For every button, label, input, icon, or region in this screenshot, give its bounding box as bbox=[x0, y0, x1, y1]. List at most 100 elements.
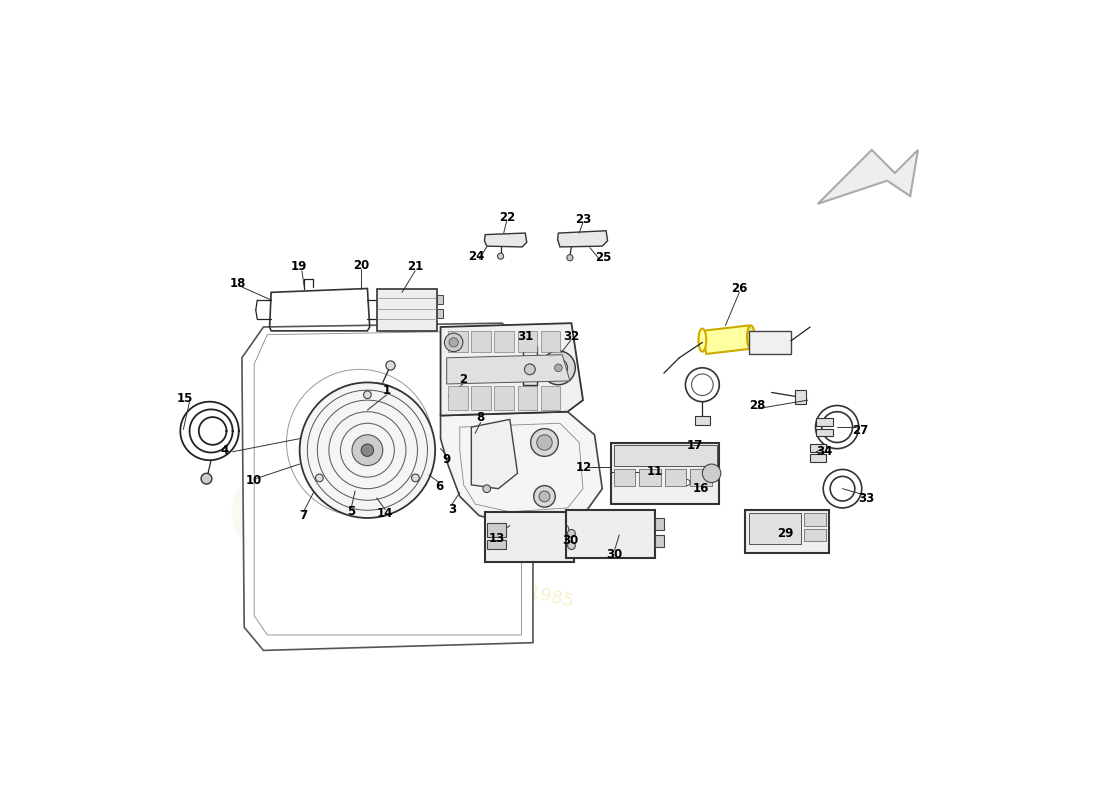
Text: 25: 25 bbox=[595, 251, 612, 264]
Text: 7: 7 bbox=[299, 509, 308, 522]
Text: 12: 12 bbox=[575, 461, 592, 474]
Text: 18: 18 bbox=[230, 277, 246, 290]
Circle shape bbox=[534, 486, 556, 507]
Circle shape bbox=[411, 474, 419, 482]
Text: 33: 33 bbox=[858, 492, 874, 506]
Text: 2: 2 bbox=[460, 373, 467, 386]
Bar bbox=[794, 390, 806, 404]
Text: 8: 8 bbox=[476, 411, 485, 424]
Circle shape bbox=[549, 358, 568, 377]
Polygon shape bbox=[447, 354, 570, 384]
Circle shape bbox=[444, 333, 463, 352]
Bar bbox=[486, 539, 506, 549]
Circle shape bbox=[363, 391, 372, 398]
Text: 19: 19 bbox=[290, 261, 307, 274]
Polygon shape bbox=[472, 419, 517, 489]
Polygon shape bbox=[242, 323, 534, 650]
Text: 11: 11 bbox=[647, 466, 662, 478]
Bar bbox=[437, 294, 443, 304]
Text: a passion for parts since 1985: a passion for parts since 1985 bbox=[306, 536, 575, 610]
Circle shape bbox=[530, 429, 559, 456]
Circle shape bbox=[201, 474, 212, 484]
Circle shape bbox=[299, 382, 436, 518]
Bar bbox=[614, 470, 636, 486]
Text: 22: 22 bbox=[498, 211, 515, 224]
Bar bbox=[654, 535, 664, 547]
Bar bbox=[695, 415, 711, 425]
Polygon shape bbox=[517, 386, 537, 410]
Bar bbox=[664, 470, 686, 486]
Bar bbox=[522, 346, 537, 385]
Text: 26: 26 bbox=[732, 282, 748, 295]
Polygon shape bbox=[558, 230, 607, 247]
Text: 9: 9 bbox=[442, 453, 451, 466]
Circle shape bbox=[566, 254, 573, 261]
Circle shape bbox=[497, 253, 504, 259]
Bar bbox=[749, 514, 801, 544]
Circle shape bbox=[541, 351, 575, 385]
Bar bbox=[690, 470, 712, 486]
Text: 20: 20 bbox=[353, 259, 370, 272]
Text: 24: 24 bbox=[469, 250, 485, 262]
Text: 27: 27 bbox=[852, 425, 868, 438]
Polygon shape bbox=[449, 331, 468, 353]
Text: 13: 13 bbox=[488, 532, 505, 546]
Text: 6: 6 bbox=[434, 480, 443, 493]
Text: 32: 32 bbox=[563, 330, 580, 342]
Bar bbox=[566, 510, 654, 558]
Circle shape bbox=[386, 361, 395, 370]
Bar bbox=[612, 442, 719, 504]
Text: 30: 30 bbox=[606, 548, 623, 561]
Text: 5: 5 bbox=[348, 506, 355, 518]
Circle shape bbox=[554, 364, 562, 372]
Bar bbox=[749, 331, 791, 354]
Circle shape bbox=[568, 530, 575, 538]
Text: 29: 29 bbox=[778, 527, 794, 540]
Text: 10: 10 bbox=[246, 474, 262, 487]
Text: 3: 3 bbox=[448, 503, 456, 516]
Polygon shape bbox=[678, 472, 696, 495]
Text: 17: 17 bbox=[686, 439, 703, 452]
Polygon shape bbox=[495, 386, 514, 410]
Text: 28: 28 bbox=[749, 399, 766, 412]
Circle shape bbox=[316, 474, 323, 482]
Text: 1: 1 bbox=[383, 384, 390, 397]
Text: 30: 30 bbox=[562, 534, 578, 546]
Ellipse shape bbox=[747, 326, 755, 349]
Bar bbox=[614, 445, 717, 466]
Bar bbox=[376, 289, 437, 331]
Bar bbox=[816, 418, 834, 426]
Polygon shape bbox=[541, 386, 560, 410]
Polygon shape bbox=[818, 150, 917, 204]
Circle shape bbox=[449, 338, 459, 347]
Text: 16: 16 bbox=[693, 482, 710, 495]
Bar bbox=[804, 529, 825, 541]
Text: 23: 23 bbox=[575, 213, 591, 226]
Circle shape bbox=[539, 491, 550, 502]
Circle shape bbox=[568, 542, 575, 550]
Bar bbox=[810, 444, 825, 452]
Polygon shape bbox=[484, 233, 527, 247]
Text: 21: 21 bbox=[407, 261, 424, 274]
Polygon shape bbox=[472, 386, 491, 410]
Text: 31: 31 bbox=[517, 330, 534, 342]
Bar bbox=[804, 514, 825, 526]
Circle shape bbox=[703, 464, 720, 482]
Polygon shape bbox=[440, 412, 603, 527]
Polygon shape bbox=[541, 331, 560, 353]
Polygon shape bbox=[472, 331, 491, 353]
Bar bbox=[639, 470, 661, 486]
Text: 34: 34 bbox=[816, 446, 833, 458]
Text: euro: euro bbox=[226, 451, 548, 572]
Circle shape bbox=[537, 435, 552, 450]
Polygon shape bbox=[440, 323, 583, 415]
Bar bbox=[745, 510, 829, 553]
Bar bbox=[654, 518, 664, 530]
Bar bbox=[485, 512, 574, 562]
Ellipse shape bbox=[698, 329, 706, 352]
Text: 4: 4 bbox=[221, 444, 229, 457]
Circle shape bbox=[483, 485, 491, 493]
Bar bbox=[437, 309, 443, 318]
Bar bbox=[486, 523, 506, 538]
Circle shape bbox=[680, 446, 689, 455]
